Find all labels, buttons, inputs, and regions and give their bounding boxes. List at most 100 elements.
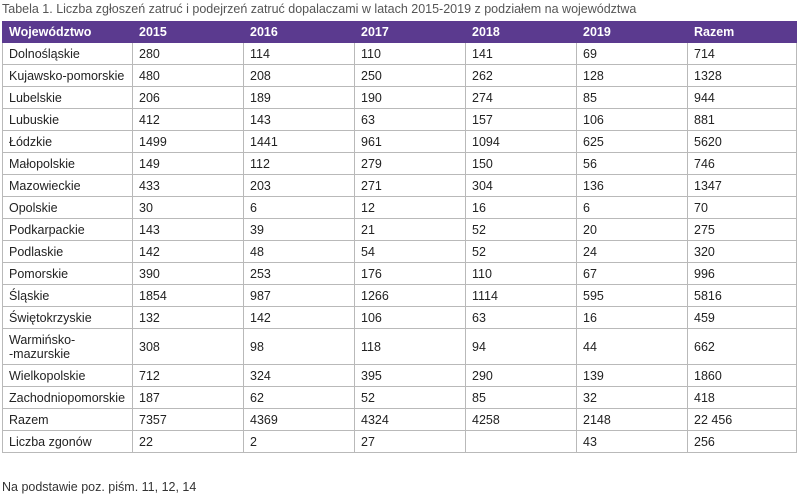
cell-razem: 320 [687,240,797,263]
cell-wojewodztwo: Pomorskie [2,262,133,285]
cell-2016: 114 [243,42,355,65]
table-caption: Tabela 1. Liczba zgłoszeń zatruć i podej… [2,2,637,16]
cell-wojewodztwo: Świętokrzyskie [2,306,133,329]
cell-2018: 290 [465,364,577,387]
cell-2015: 390 [132,262,244,285]
cell-2015: 7357 [132,408,244,431]
cell-2016: 4369 [243,408,355,431]
cell-2017: 395 [354,364,466,387]
table-row: Wielkopolskie 712 324 395 290 139 1860 [2,364,797,387]
table-row: Świętokrzyskie 132 142 106 63 16 459 [2,306,797,329]
cell-2018: 16 [465,196,577,219]
cell-2018: 52 [465,240,577,263]
table-row: Dolnośląskie 280 114 110 141 69 714 [2,42,797,65]
cell-2015: 30 [132,196,244,219]
cell-2015: 712 [132,364,244,387]
cell-razem: 1328 [687,64,797,87]
cell-2017: 110 [354,42,466,65]
cell-2019: 2148 [576,408,688,431]
cell-wojewodztwo: Podlaskie [2,240,133,263]
cell-razem: 418 [687,386,797,409]
cell-2019: 106 [576,108,688,131]
cell-2019: 16 [576,306,688,329]
cell-razem: 1860 [687,364,797,387]
header-2016: 2016 [243,21,355,43]
cell-2015: 1499 [132,130,244,153]
cell-razem: 5816 [687,284,797,307]
cell-2015: 143 [132,218,244,241]
cell-2017: 176 [354,262,466,285]
cell-2018: 52 [465,218,577,241]
cell-2017: 4324 [354,408,466,431]
cell-2015: 412 [132,108,244,131]
cell-razem: 256 [687,430,797,453]
cell-2018: 274 [465,86,577,109]
cell-wojewodztwo: Liczba zgonów [2,430,133,453]
cell-wojewodztwo: Kujawsko-pomorskie [2,64,133,87]
table-row: Lubelskie 206 189 190 274 85 944 [2,86,797,109]
cell-wojewodztwo: Podkarpackie [2,218,133,241]
cell-2015: 22 [132,430,244,453]
table-row: Opolskie 30 6 12 16 6 70 [2,196,797,219]
cell-2017: 250 [354,64,466,87]
cell-wojewodztwo: Warmińsko- -mazurskie [2,328,133,365]
cell-2019: 32 [576,386,688,409]
cell-wojewodztwo: Śląskie [2,284,133,307]
cell-2016: 1441 [243,130,355,153]
cell-2019: 625 [576,130,688,153]
header-wojewodztwo: Województwo [2,21,133,43]
cell-2017: 1266 [354,284,466,307]
cell-2018: 85 [465,386,577,409]
table-row: Małopolskie 149 112 279 150 56 746 [2,152,797,175]
cell-razem: 1347 [687,174,797,197]
cell-2017: 52 [354,386,466,409]
cell-2018 [465,430,577,453]
cell-razem: 714 [687,42,797,65]
cell-razem: 662 [687,328,797,365]
cell-2017: 63 [354,108,466,131]
cell-wojewodztwo: Dolnośląskie [2,42,133,65]
cell-2016: 142 [243,306,355,329]
cell-2018: 94 [465,328,577,365]
cell-2017: 27 [354,430,466,453]
cell-wojewodztwo: Łódzkie [2,130,133,153]
cell-2018: 157 [465,108,577,131]
cell-2016: 112 [243,152,355,175]
cell-2017: 118 [354,328,466,365]
header-2019: 2019 [576,21,688,43]
header-row: Województwo 2015 2016 2017 2018 2019 Raz… [2,21,797,43]
cell-wojewodztwo: Razem [2,408,133,431]
cell-2016: 98 [243,328,355,365]
cell-2016: 62 [243,386,355,409]
header-2018: 2018 [465,21,577,43]
table-row: Mazowieckie 433 203 271 304 136 1347 [2,174,797,197]
cell-2019: 56 [576,152,688,175]
cell-2018: 1094 [465,130,577,153]
cell-2019: 85 [576,86,688,109]
cell-2016: 208 [243,64,355,87]
cell-2015: 433 [132,174,244,197]
table-row: Lubuskie 412 143 63 157 106 881 [2,108,797,131]
cell-2018: 141 [465,42,577,65]
cell-2019: 6 [576,196,688,219]
cell-2015: 480 [132,64,244,87]
cell-wojewodztwo: Lubuskie [2,108,133,131]
cell-razem: 944 [687,86,797,109]
cell-razem: 996 [687,262,797,285]
cell-razem: 459 [687,306,797,329]
cell-wojewodztwo: Lubelskie [2,86,133,109]
cell-2015: 132 [132,306,244,329]
cell-2017: 12 [354,196,466,219]
cell-2018: 304 [465,174,577,197]
cell-razem: 22 456 [687,408,797,431]
cell-2017: 106 [354,306,466,329]
table-row: Podkarpackie 143 39 21 52 20 275 [2,218,797,241]
cell-2015: 206 [132,86,244,109]
cell-2016: 6 [243,196,355,219]
cell-2018: 110 [465,262,577,285]
table-row: Podlaskie 142 48 54 52 24 320 [2,240,797,263]
cell-2017: 961 [354,130,466,153]
cell-razem: 5620 [687,130,797,153]
cell-2018: 1114 [465,284,577,307]
cell-razem: 275 [687,218,797,241]
